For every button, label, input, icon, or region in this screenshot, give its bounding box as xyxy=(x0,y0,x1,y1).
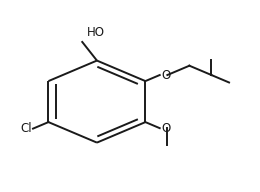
Text: O: O xyxy=(161,122,170,135)
Text: O: O xyxy=(161,69,170,82)
Text: HO: HO xyxy=(87,26,105,39)
Text: Cl: Cl xyxy=(20,122,32,135)
